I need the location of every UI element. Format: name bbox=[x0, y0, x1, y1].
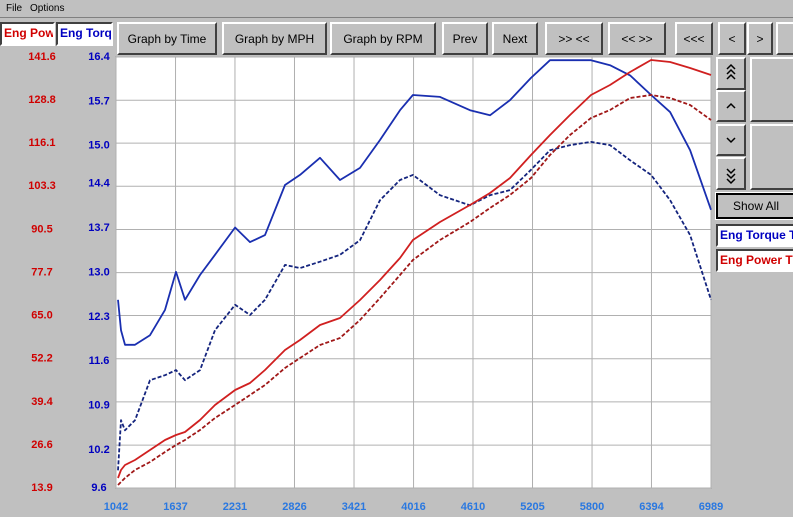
y-tick-label: 26.6 bbox=[31, 439, 52, 451]
x-tick-label: 5205 bbox=[520, 501, 544, 513]
y-tick-label: 13.9 bbox=[31, 482, 52, 494]
x-tick-label: 4610 bbox=[461, 501, 485, 513]
y-tick-label: 103.3 bbox=[28, 180, 56, 192]
scroll-up-fast[interactable] bbox=[716, 57, 746, 90]
side-panel-button[interactable] bbox=[750, 57, 793, 122]
y2-tick-label: 16.4 bbox=[88, 51, 110, 63]
x-tick-label: 2231 bbox=[223, 501, 247, 513]
icon bbox=[726, 102, 736, 109]
x-tick-label: 5800 bbox=[580, 501, 604, 513]
y2-tick-label: 11.6 bbox=[89, 355, 110, 367]
first-button[interactable]: <<< bbox=[675, 22, 713, 55]
series-line bbox=[117, 94, 712, 486]
y2-tick-label: 9.6 bbox=[91, 482, 106, 494]
prev-button[interactable]: Prev bbox=[442, 22, 488, 55]
y2-tick-label: 10.2 bbox=[88, 444, 109, 456]
y-tick-label: 52.2 bbox=[31, 353, 52, 365]
y2-tick-label: 15.0 bbox=[88, 140, 109, 152]
y2-tick-label: 13.7 bbox=[88, 222, 109, 234]
scroll-up[interactable] bbox=[716, 90, 746, 122]
x-tick-label: 4016 bbox=[401, 501, 425, 513]
x-tick-label: 6394 bbox=[639, 501, 664, 513]
y-tick-label: 39.4 bbox=[31, 396, 53, 408]
graph-time-button[interactable]: Graph by Time bbox=[117, 22, 217, 55]
y-tick-label: 128.8 bbox=[28, 94, 56, 106]
torque-axis-header: Eng Torq bbox=[56, 22, 113, 46]
y-tick-label: 77.7 bbox=[31, 267, 52, 279]
y-tick-label: 90.5 bbox=[31, 223, 52, 235]
left-button[interactable]: < bbox=[718, 22, 746, 55]
y2-tick-label: 13.0 bbox=[88, 266, 109, 278]
zoom-in-button[interactable]: >> << bbox=[545, 22, 603, 55]
show-all-button[interactable]: Show All bbox=[715, 192, 793, 220]
graph-mph-button[interactable]: Graph by MPH bbox=[222, 22, 327, 55]
menu-options[interactable]: Options bbox=[30, 3, 65, 14]
more-button[interactable] bbox=[776, 22, 793, 55]
icon bbox=[726, 167, 736, 184]
menu-file[interactable]: File bbox=[6, 3, 23, 14]
scroll-down-fast[interactable] bbox=[716, 157, 746, 190]
x-tick-label: 2826 bbox=[282, 501, 306, 513]
side-panel-button[interactable] bbox=[750, 124, 793, 190]
series-line bbox=[117, 59, 712, 346]
series-line bbox=[117, 59, 712, 479]
x-tick-label: 3421 bbox=[342, 501, 366, 513]
legend-torque[interactable]: Eng Torque T bbox=[716, 224, 793, 247]
zoom-out-button[interactable]: << >> bbox=[608, 22, 666, 55]
power-axis-header: Eng Powe bbox=[0, 22, 55, 46]
series-line bbox=[117, 141, 712, 471]
x-tick-label: 1637 bbox=[163, 501, 187, 513]
y-tick-label: 116.1 bbox=[29, 137, 56, 149]
x-tick-label: 6989 bbox=[699, 501, 723, 513]
y2-tick-label: 12.3 bbox=[88, 311, 109, 323]
scroll-down[interactable] bbox=[716, 124, 746, 156]
x-tick-label: 1042 bbox=[104, 501, 128, 513]
menu-separator bbox=[0, 17, 793, 18]
y2-tick-label: 14.4 bbox=[88, 178, 110, 190]
y-tick-label: 65.0 bbox=[31, 309, 52, 321]
icon bbox=[726, 63, 736, 80]
y2-tick-label: 10.9 bbox=[88, 400, 109, 412]
graph-rpm-button[interactable]: Graph by RPM bbox=[330, 22, 436, 55]
right-button[interactable]: > bbox=[747, 22, 773, 55]
y2-tick-label: 15.7 bbox=[88, 95, 109, 107]
legend-power[interactable]: Eng Power T V bbox=[716, 249, 793, 272]
next-button[interactable]: Next bbox=[492, 22, 538, 55]
y-tick-label: 141.6 bbox=[28, 51, 56, 63]
icon bbox=[726, 137, 736, 144]
